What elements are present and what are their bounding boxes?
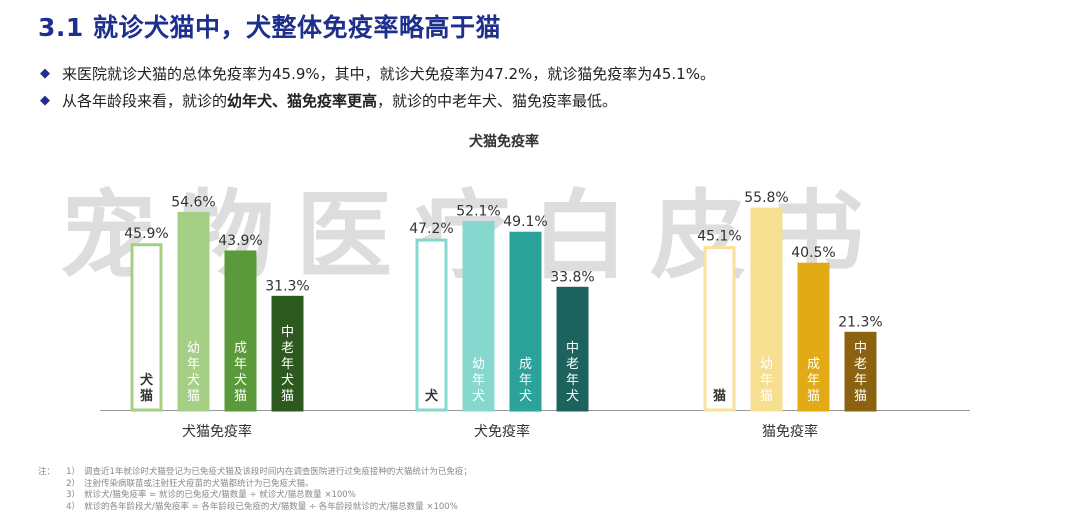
bar-value-label: 45.9%: [124, 226, 168, 242]
page-title: 3.1 就诊犬猫中，犬整体免疫率略高于猫: [38, 13, 501, 42]
footnote-prefix: 注：: [38, 467, 56, 477]
group-axis-label: 犬猫免疫率: [182, 423, 252, 440]
footnote-index: 1）: [66, 467, 80, 477]
bar: [177, 211, 210, 412]
immunization-bar-chart: 犬猫免疫率 45.9%犬猫54.6%幼年犬猫43.9%成年犬猫31.3%中老年犬…: [100, 133, 970, 440]
bar-category-label: 犬: [425, 388, 439, 404]
bar-value-label: 45.1%: [697, 229, 741, 245]
diamond-bullet-icon: ◆: [40, 66, 50, 81]
footnotes: 注： 1） 调查近1年就诊时犬猫登记为已免疫犬猫及该段时间内在调查医院进行过免疫接种…: [38, 467, 472, 513]
footnote-text: 就诊的各年龄段犬/猫免疫率 = 各年龄段已免疫的犬/猫数量 ÷ 各年龄段就诊的犬…: [84, 501, 458, 512]
group-axis-label: 猫免疫率: [762, 423, 818, 440]
bar: [130, 243, 163, 412]
footnote-text: 就诊犬/猫免疫率 = 就诊的已免疫犬/猫数量 ÷ 就诊犬/猫总数量 ×100%: [84, 490, 356, 500]
bar: [462, 220, 495, 412]
bar-value-label: 55.8%: [744, 190, 788, 206]
bar: [271, 295, 304, 412]
bar-category-label: 成年犬猫: [234, 341, 247, 404]
bar-category-label: 成年犬: [519, 357, 532, 404]
bar-category-label: 猫: [713, 388, 726, 404]
footnote-line: 4） 就诊的各年龄段犬/猫免疫率 = 各年龄段已免疫的犬/猫数量 ÷ 各年龄段就诊…: [38, 502, 472, 514]
bar: [797, 262, 830, 412]
footnote-text: 调查近1年就诊时犬猫登记为已免疫犬猫及该段时间内在调查医院进行过免疫接种的犬猫统…: [84, 467, 472, 477]
bar-category-label: 中老年犬猫: [281, 325, 294, 404]
bar: [224, 250, 257, 412]
bar-value-label: 31.3%: [265, 278, 309, 294]
bar: [556, 286, 589, 412]
bar-value-label: 40.5%: [791, 245, 835, 261]
bar-value-label: 49.1%: [503, 214, 547, 230]
bar: [750, 207, 783, 412]
bar-value-label: 47.2%: [409, 221, 453, 237]
bar-category-label: 中老年猫: [854, 341, 867, 404]
bullet-text-bold: 幼年犬、猫免疫率更高: [227, 92, 378, 110]
bar: [415, 238, 448, 412]
footnote-line: 注： 1） 调查近1年就诊时犬猫登记为已免疫犬猫及该段时间内在调查医院进行过免疫接种…: [38, 467, 472, 479]
bar-category-label: 犬猫: [140, 372, 154, 404]
bullet-text: ，就诊的中老年犬、猫免疫率最低。: [377, 92, 618, 110]
bar: [509, 231, 542, 412]
bar: [844, 331, 877, 412]
bar-value-label: 21.3%: [838, 314, 882, 330]
diamond-bullet-icon: ◆: [40, 93, 50, 108]
chart-title: 犬猫免疫率: [469, 133, 539, 150]
summary-bullet-2: ◆ 从各年龄段来看，就诊的 幼年犬、猫免疫率更高 ，就诊的中老年犬、猫免疫率最低。: [40, 87, 715, 114]
footnote-index: 2）: [66, 478, 80, 489]
group-axis-label: 犬免疫率: [474, 423, 530, 440]
bar-value-label: 52.1%: [456, 203, 500, 219]
footnote-index: 4）: [66, 501, 80, 512]
bar-value-label: 54.6%: [171, 194, 215, 210]
summary-bullet-1: ◆ 来医院就诊犬猫的总体免疫率为45.9%，其中，就诊犬免疫率为47.2%，就诊…: [40, 60, 715, 87]
bullet-text: 从各年龄段来看，就诊的: [62, 92, 228, 110]
footnote-line: 2） 注射传染病联苗或注射狂犬疫苗的犬猫都统计为已免疫犬猫。: [38, 479, 472, 491]
bar-category-label: 中老年犬: [566, 341, 579, 404]
bar-value-label: 33.8%: [550, 269, 594, 285]
footnote-text: 注射传染病联苗或注射狂犬疫苗的犬猫都统计为已免疫犬猫。: [84, 478, 314, 489]
summary-bullets: ◆ 来医院就诊犬猫的总体免疫率为45.9%，其中，就诊犬免疫率为47.2%，就诊…: [40, 60, 715, 114]
footnote-index: 3）: [66, 490, 80, 500]
footnote-line: 3） 就诊犬/猫免疫率 = 就诊的已免疫犬/猫数量 ÷ 就诊犬/猫总数量 ×100…: [38, 490, 472, 502]
bar-category-label: 成年猫: [807, 357, 820, 404]
bar-category-label: 幼年犬猫: [187, 341, 200, 404]
bullet-text: 来医院就诊犬猫的总体免疫率为45.9%，其中，就诊犬免疫率为47.2%，就诊猫免…: [62, 65, 715, 83]
bar-category-label: 幼年猫: [760, 357, 773, 404]
bar-category-label: 幼年犬: [472, 357, 485, 404]
bar: [703, 246, 736, 412]
bar-value-label: 43.9%: [218, 233, 262, 249]
